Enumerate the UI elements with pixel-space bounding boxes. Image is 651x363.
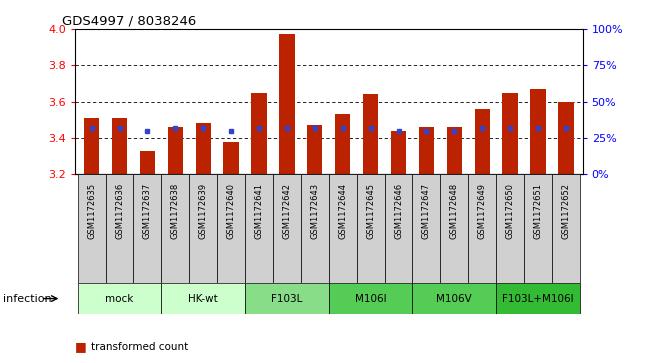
Text: GSM1172642: GSM1172642	[283, 183, 292, 239]
Text: infection: infection	[3, 294, 52, 303]
Text: GSM1172651: GSM1172651	[534, 183, 542, 239]
FancyBboxPatch shape	[245, 283, 329, 314]
Text: F103L: F103L	[271, 294, 303, 303]
Text: GSM1172647: GSM1172647	[422, 183, 431, 239]
Text: mock: mock	[105, 294, 133, 303]
Text: GDS4997 / 8038246: GDS4997 / 8038246	[62, 15, 196, 28]
FancyBboxPatch shape	[468, 174, 496, 283]
Text: GSM1172636: GSM1172636	[115, 183, 124, 239]
FancyBboxPatch shape	[496, 174, 524, 283]
FancyBboxPatch shape	[329, 283, 413, 314]
Text: F103L+M106I: F103L+M106I	[502, 294, 574, 303]
Text: M106V: M106V	[436, 294, 472, 303]
FancyBboxPatch shape	[329, 174, 357, 283]
Bar	[447, 127, 462, 174]
Bar	[419, 127, 434, 174]
FancyBboxPatch shape	[357, 174, 385, 283]
Text: GSM1172643: GSM1172643	[311, 183, 319, 239]
FancyBboxPatch shape	[413, 283, 496, 314]
Text: GSM1172639: GSM1172639	[199, 183, 208, 239]
Text: transformed count: transformed count	[91, 342, 188, 352]
Text: GSM1172652: GSM1172652	[561, 183, 570, 239]
Bar	[391, 131, 406, 174]
FancyBboxPatch shape	[161, 283, 245, 314]
Bar	[168, 127, 183, 174]
Bar	[335, 114, 350, 174]
Text: GSM1172640: GSM1172640	[227, 183, 236, 239]
FancyBboxPatch shape	[189, 174, 217, 283]
FancyBboxPatch shape	[77, 174, 105, 283]
Bar	[307, 125, 322, 174]
FancyBboxPatch shape	[245, 174, 273, 283]
FancyBboxPatch shape	[273, 174, 301, 283]
Text: GSM1172646: GSM1172646	[394, 183, 403, 239]
Text: GSM1172650: GSM1172650	[506, 183, 514, 239]
Text: ■: ■	[75, 340, 87, 353]
Bar	[503, 93, 518, 174]
Text: GSM1172637: GSM1172637	[143, 183, 152, 239]
FancyBboxPatch shape	[77, 283, 161, 314]
Text: GSM1172635: GSM1172635	[87, 183, 96, 239]
Bar	[363, 94, 378, 174]
FancyBboxPatch shape	[161, 174, 189, 283]
Bar	[223, 142, 239, 174]
Bar	[140, 151, 155, 174]
Text: GSM1172648: GSM1172648	[450, 183, 459, 239]
Bar	[279, 34, 294, 174]
Bar	[84, 118, 99, 174]
Text: HK-wt: HK-wt	[188, 294, 218, 303]
FancyBboxPatch shape	[301, 174, 329, 283]
FancyBboxPatch shape	[440, 174, 468, 283]
FancyBboxPatch shape	[552, 174, 580, 283]
Bar	[251, 93, 267, 174]
Text: GSM1172649: GSM1172649	[478, 183, 487, 239]
FancyBboxPatch shape	[133, 174, 161, 283]
Text: GSM1172644: GSM1172644	[339, 183, 347, 239]
FancyBboxPatch shape	[385, 174, 413, 283]
Bar	[531, 89, 546, 174]
Bar	[558, 102, 574, 174]
Text: GSM1172641: GSM1172641	[255, 183, 264, 239]
FancyBboxPatch shape	[524, 174, 552, 283]
FancyBboxPatch shape	[105, 174, 133, 283]
Text: M106I: M106I	[355, 294, 387, 303]
FancyBboxPatch shape	[413, 174, 440, 283]
Bar	[195, 123, 211, 174]
Text: GSM1172638: GSM1172638	[171, 183, 180, 239]
Bar	[112, 118, 127, 174]
Text: GSM1172645: GSM1172645	[366, 183, 375, 239]
FancyBboxPatch shape	[496, 283, 580, 314]
FancyBboxPatch shape	[217, 174, 245, 283]
Bar	[475, 109, 490, 174]
